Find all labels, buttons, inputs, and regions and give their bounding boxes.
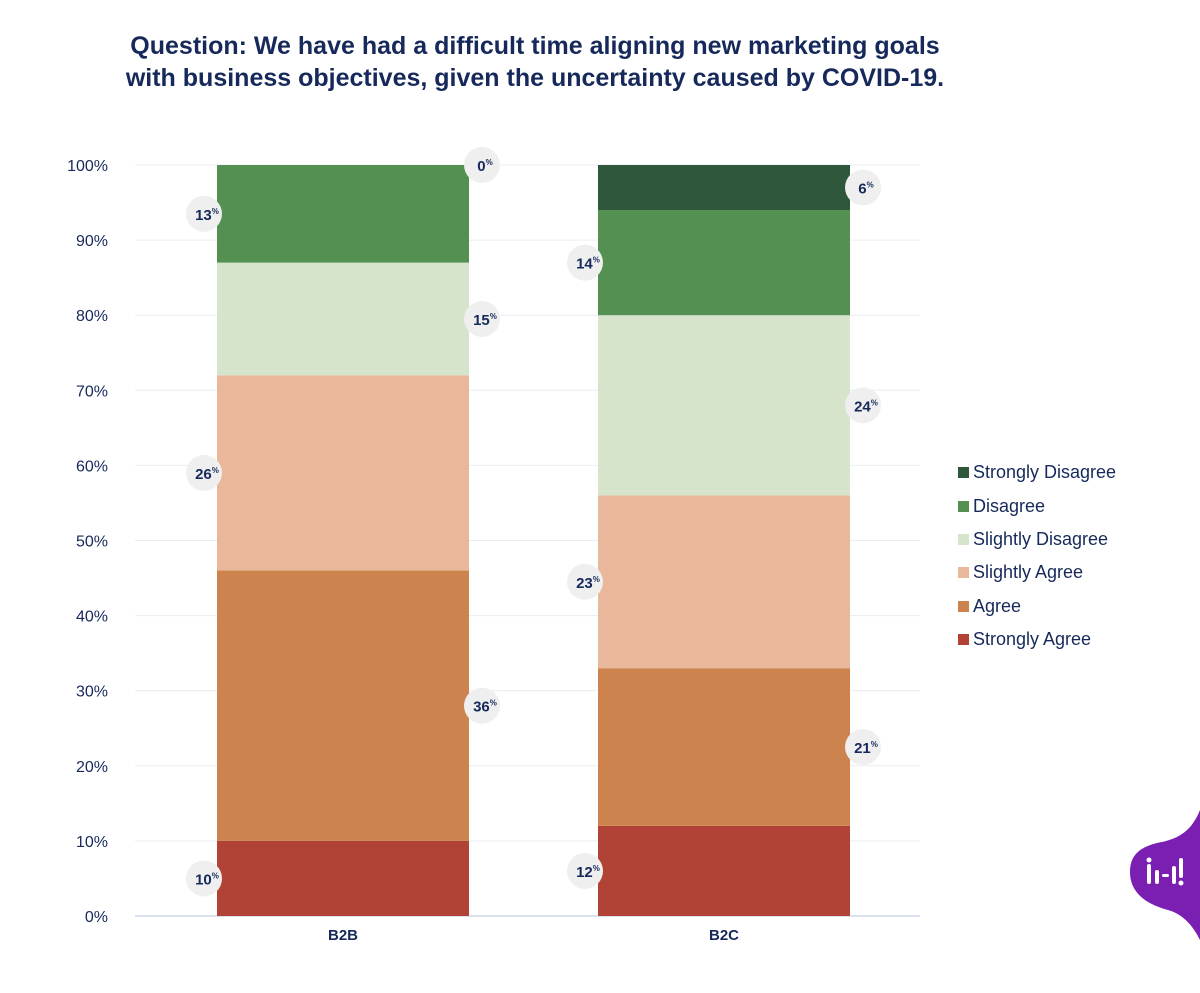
y-tick-label: 40% bbox=[76, 609, 108, 626]
legend-item: Disagree bbox=[958, 489, 1116, 522]
data-label-badge bbox=[464, 687, 500, 724]
legend-item: Agree bbox=[958, 590, 1116, 623]
legend-swatch bbox=[958, 634, 969, 646]
y-tick-label: 30% bbox=[76, 684, 108, 701]
y-tick-label: 60% bbox=[76, 458, 108, 475]
y-tick-label: 90% bbox=[76, 233, 108, 250]
data-label: 6% bbox=[858, 181, 873, 198]
bar-segment-b2c-strongly-disagree bbox=[598, 165, 850, 211]
data-label: 26% bbox=[195, 466, 219, 483]
bar-segment-b2c-strongly-agree bbox=[598, 825, 850, 916]
legend-swatch bbox=[958, 600, 969, 612]
y-tick-label: 80% bbox=[76, 308, 108, 325]
data-label-badge bbox=[567, 852, 603, 889]
data-label: 10% bbox=[195, 871, 219, 888]
legend-item: Strongly Agree bbox=[958, 623, 1116, 656]
x-category-label: B2C bbox=[709, 927, 739, 944]
bar-segment-b2b-slightly-agree bbox=[217, 375, 469, 571]
legend-label: Slightly Disagree bbox=[973, 528, 1109, 549]
legend-item: Strongly Disagree bbox=[958, 456, 1116, 489]
chart-legend: Strongly Disagree Disagree Slightly Disagr… bbox=[958, 456, 1116, 656]
data-label-badge bbox=[186, 195, 222, 232]
y-tick-label: 20% bbox=[76, 759, 108, 776]
data-label-badge bbox=[845, 387, 881, 424]
legend-item: Slightly Disagree bbox=[958, 523, 1116, 556]
data-label-badge bbox=[186, 454, 222, 491]
bar-segment-b2b-agree bbox=[217, 570, 469, 841]
data-label-badge bbox=[845, 729, 881, 766]
legend-item: Slightly Agree bbox=[958, 556, 1116, 589]
data-label: 0% bbox=[477, 158, 492, 175]
data-label-badge bbox=[186, 860, 222, 897]
legend-swatch bbox=[958, 467, 969, 479]
data-label: 24% bbox=[854, 398, 878, 415]
data-label: 23% bbox=[576, 575, 600, 592]
data-label: 21% bbox=[854, 740, 878, 757]
y-tick-label: 70% bbox=[76, 383, 108, 400]
data-label-badge bbox=[464, 300, 500, 337]
bar-segment-b2c-slightly-agree bbox=[598, 495, 850, 669]
legend-swatch bbox=[958, 533, 969, 545]
legend-label: Agree bbox=[973, 595, 1022, 616]
bar-segment-b2b-strongly-agree bbox=[217, 840, 469, 916]
legend-label: Slightly Agree bbox=[973, 562, 1084, 583]
y-tick-label: 10% bbox=[76, 834, 108, 851]
data-label-badge bbox=[845, 169, 881, 206]
data-label: 36% bbox=[473, 699, 497, 716]
x-category-label: B2B bbox=[328, 927, 358, 944]
bar-segment-b2b-disagree bbox=[217, 165, 469, 263]
data-label-badge bbox=[567, 563, 603, 600]
data-label-badge bbox=[567, 244, 603, 281]
legend-swatch bbox=[958, 500, 969, 512]
chart-title: Question: We have had a difficult time a… bbox=[20, 30, 1050, 94]
legend-swatch bbox=[958, 567, 969, 579]
legend-label: Disagree bbox=[973, 495, 1046, 516]
legend-label: Strongly Agree bbox=[973, 629, 1092, 650]
chart-title-line-1: Question: We have had a difficult time a… bbox=[130, 32, 940, 60]
y-tick-label: 50% bbox=[76, 534, 108, 551]
legend-label: Strongly Disagree bbox=[973, 462, 1117, 483]
bar-segment-b2c-disagree bbox=[598, 210, 850, 316]
brand-logo-icon bbox=[1130, 810, 1200, 940]
data-label: 13% bbox=[195, 207, 219, 224]
bar-segment-b2c-slightly-disagree bbox=[598, 315, 850, 496]
data-label: 15% bbox=[473, 312, 497, 329]
y-tick-label: 100% bbox=[67, 158, 108, 175]
data-label: 12% bbox=[576, 864, 600, 881]
y-tick-label: 0% bbox=[85, 909, 108, 926]
chart-title-line-2: with business objectives, given the unce… bbox=[125, 64, 945, 92]
data-label-badge bbox=[464, 147, 500, 183]
data-label: 14% bbox=[576, 256, 600, 273]
bar-segment-b2c-agree bbox=[598, 668, 850, 826]
bar-segment-b2b-slightly-disagree bbox=[217, 262, 469, 376]
